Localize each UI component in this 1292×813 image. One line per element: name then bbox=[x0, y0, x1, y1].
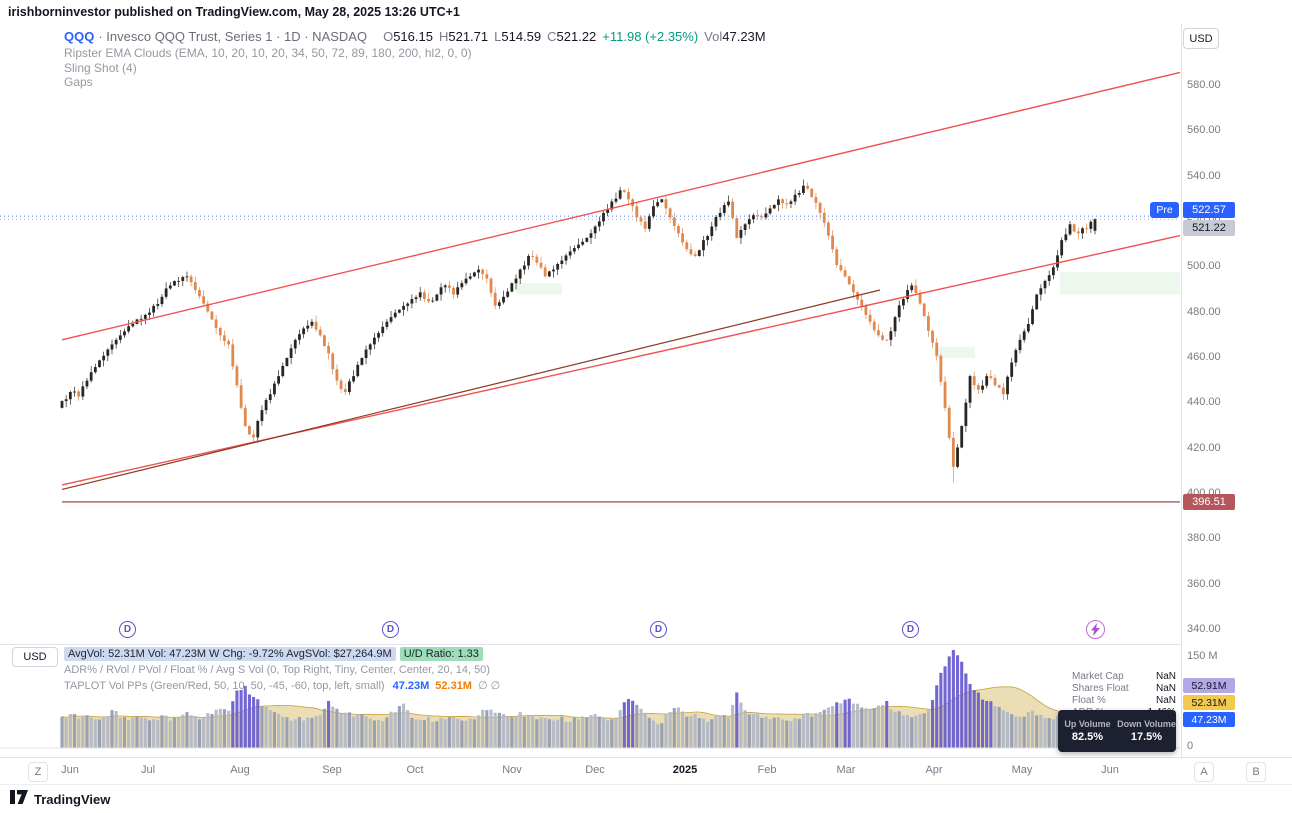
low-label: L bbox=[494, 29, 502, 44]
volume-axis-zero-label: 0 bbox=[1187, 740, 1194, 752]
down-volume-value: 17.5% bbox=[1130, 731, 1163, 743]
price-axis-label: 420.00 bbox=[1187, 441, 1221, 454]
open-value: 516.15 bbox=[393, 29, 433, 44]
candlestick-chart[interactable] bbox=[0, 24, 1181, 644]
change-value: +11.98 (+2.35%) bbox=[602, 29, 699, 44]
time-axis-month: Dec bbox=[585, 764, 605, 776]
volume-badge-blue: 47.23M bbox=[1183, 712, 1235, 727]
volume-stats-legend: AvgVol: 52.31M Vol: 47.23M W Chg: -9.72%… bbox=[64, 647, 483, 661]
taplot-empty-values: ∅ ∅ bbox=[477, 680, 501, 692]
high-label: H bbox=[438, 29, 449, 44]
tradingview-logo-icon bbox=[10, 790, 28, 809]
fundamentals-label: Shares Float bbox=[1072, 683, 1129, 694]
symbol-meta: · Invesco QQQ Trust, Series 1 · 1D · NAS… bbox=[98, 29, 368, 44]
premarket-price-badge: 522.57 bbox=[1183, 202, 1235, 218]
taplot-current-volume: 47.23M bbox=[392, 680, 430, 692]
price-axis-label: 440.00 bbox=[1187, 396, 1221, 409]
up-volume-label: Up Volume bbox=[1064, 719, 1111, 729]
open-label: O bbox=[383, 29, 394, 44]
currency-button[interactable]: USD bbox=[1183, 28, 1219, 49]
indicator-gaps[interactable]: Gaps bbox=[64, 75, 93, 89]
fundamentals-value: NaN bbox=[1155, 695, 1176, 706]
indicator-taplot-vol-pps[interactable]: TAPLOT Vol PPs (Green/Red, 50, 10, 50, -… bbox=[64, 679, 500, 692]
pane-divider[interactable] bbox=[0, 644, 1181, 645]
dividend-d-badge[interactable]: D bbox=[119, 621, 136, 638]
dividend-d-badge[interactable]: D bbox=[650, 621, 667, 638]
fundamentals-row: Shares Float NaN bbox=[1072, 683, 1176, 694]
fundamentals-value: NaN bbox=[1155, 671, 1176, 682]
last-price-badge: 521.22 bbox=[1183, 220, 1235, 236]
time-axis-month: Sep bbox=[322, 764, 342, 776]
price-axis-label: 540.00 bbox=[1187, 169, 1221, 182]
fundamentals-label: Float % bbox=[1072, 695, 1106, 706]
volume-stats-values: AvgVol: 52.31M Vol: 47.23M W Chg: -9.72%… bbox=[64, 647, 396, 661]
high-value: 521.71 bbox=[448, 29, 489, 44]
volume-chart[interactable] bbox=[0, 645, 1181, 756]
symbol-legend[interactable]: QQQ · Invesco QQQ Trust, Series 1 · 1D · … bbox=[64, 29, 766, 44]
fundamentals-row: Market Cap NaN bbox=[1072, 671, 1176, 682]
price-axis-divider bbox=[1181, 24, 1182, 757]
close-value: 521.22 bbox=[556, 29, 597, 44]
time-axis-month: Mar bbox=[836, 764, 856, 776]
dividend-d-badge[interactable]: D bbox=[382, 621, 399, 638]
pane-z-button[interactable]: Z bbox=[28, 762, 48, 782]
volume-badge-yellow: 52.31M bbox=[1183, 695, 1235, 710]
fundamentals-row: Float % NaN bbox=[1072, 695, 1176, 706]
time-axis-month: Aug bbox=[230, 764, 250, 776]
low-value: 514.59 bbox=[501, 29, 542, 44]
time-axis-month: 2025 bbox=[672, 764, 698, 776]
taplot-title: TAPLOT Vol PPs (Green/Red, 50, 10, 50, -… bbox=[64, 680, 385, 692]
time-axis-month: Nov bbox=[502, 764, 522, 776]
tradingview-brand[interactable]: TradingView bbox=[10, 790, 110, 809]
price-axis-label: 340.00 bbox=[1187, 623, 1221, 635]
footer-divider bbox=[0, 784, 1292, 785]
time-axis-month: Apr bbox=[925, 764, 943, 776]
time-axis-month: Jul bbox=[140, 764, 156, 776]
premarket-tag: Pre bbox=[1150, 202, 1179, 218]
dividend-d-badge[interactable]: D bbox=[902, 621, 919, 638]
close-label: C bbox=[547, 29, 557, 44]
time-axis-month: Jun bbox=[61, 764, 79, 776]
price-axis-label: 460.00 bbox=[1187, 351, 1221, 363]
volume-currency-button[interactable]: USD bbox=[12, 647, 58, 667]
volume-badge-purple: 52.91M bbox=[1183, 678, 1235, 693]
time-axis-month: Feb bbox=[757, 764, 777, 776]
price-axis-label: 580.00 bbox=[1187, 79, 1221, 91]
time-axis-month: Oct bbox=[406, 764, 424, 776]
symbol-name[interactable]: QQQ bbox=[64, 29, 95, 44]
indicator-adr-rvol[interactable]: ADR% / RVol / PVol / Float % / Avg S Vol… bbox=[64, 664, 490, 676]
taplot-avg-volume: 52.31M bbox=[435, 680, 472, 692]
pane-a-button[interactable]: A bbox=[1194, 762, 1214, 782]
indicator-sling-shot[interactable]: Sling Shot (4) bbox=[64, 61, 137, 75]
fundamentals-label: Market Cap bbox=[1072, 671, 1124, 682]
support-price-badge: 396.51 bbox=[1183, 494, 1235, 510]
volume-value: 47.23M bbox=[722, 29, 766, 44]
up-down-volume-tooltip: Up Volume Down Volume 82.5% 17.5% bbox=[1058, 710, 1176, 752]
time-axis-divider bbox=[0, 757, 1292, 758]
up-volume-value: 82.5% bbox=[1071, 731, 1104, 743]
pane-b-button[interactable]: B bbox=[1246, 762, 1266, 782]
price-axis-label: 560.00 bbox=[1187, 124, 1221, 137]
price-axis-label: 380.00 bbox=[1187, 532, 1221, 545]
down-volume-label: Down Volume bbox=[1117, 719, 1176, 729]
volume-label: Vol bbox=[704, 29, 723, 44]
price-axis-label: 500.00 bbox=[1187, 260, 1221, 273]
indicator-ripster-ema-clouds[interactable]: Ripster EMA Clouds (EMA, 10, 20, 10, 20,… bbox=[64, 46, 472, 60]
volume-axis-top-label: 150 M bbox=[1187, 650, 1218, 662]
attribution-text: irishborninvestor published on TradingVi… bbox=[8, 5, 460, 19]
fundamentals-value: NaN bbox=[1155, 683, 1176, 694]
ud-ratio-badge: U/D Ratio: 1.33 bbox=[399, 647, 483, 661]
brand-name: TradingView bbox=[34, 792, 111, 807]
price-axis-label: 360.00 bbox=[1187, 577, 1221, 590]
time-axis-month: Jun bbox=[1101, 764, 1119, 776]
lightning-icon[interactable] bbox=[1086, 620, 1105, 639]
price-axis-label: 480.00 bbox=[1187, 305, 1221, 318]
time-axis-month: May bbox=[1011, 764, 1033, 776]
